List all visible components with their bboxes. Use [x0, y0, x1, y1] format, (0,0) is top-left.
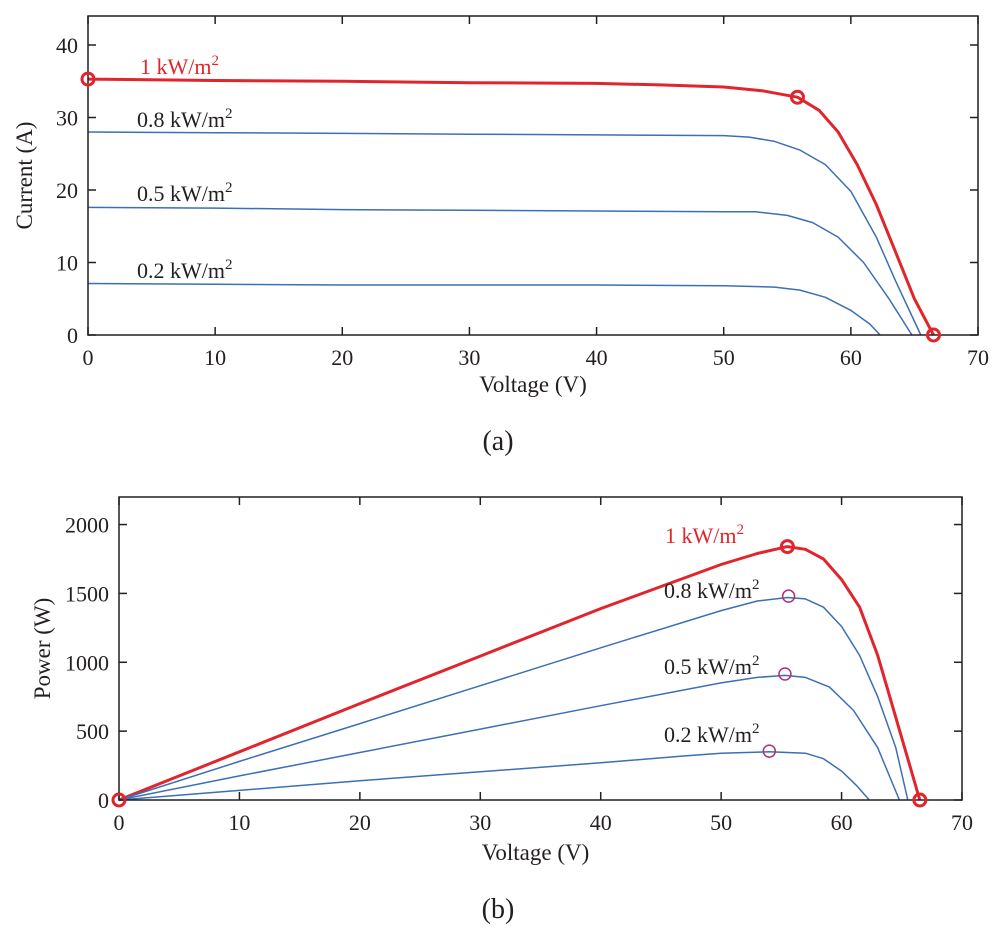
- x-tick-label: 30: [469, 810, 491, 835]
- curve-label-superscript: 2: [752, 653, 760, 669]
- x-tick-label: 20: [331, 345, 353, 370]
- series-line-0-2-kw-m2: [118, 751, 870, 801]
- curve-label: 1 kW/m2: [140, 53, 219, 79]
- panel-b-markers: [111, 539, 928, 808]
- curve-label-text: 0.8 kW/m: [137, 107, 225, 132]
- series-line-1-kw-m2: [118, 545, 922, 802]
- curve-label-text: 0.8 kW/m: [664, 578, 752, 603]
- panel-a-markers: [80, 71, 941, 343]
- panel-b-y-axis-label: Power (W): [30, 598, 55, 700]
- curve-label-text: 1 kW/m: [665, 523, 737, 548]
- curve-label-text: 0.5 kW/m: [664, 654, 752, 679]
- curve-label-superscript: 2: [225, 180, 233, 196]
- curve-label: 0.2 kW/m2: [664, 721, 760, 747]
- x-tick-label: 30: [458, 345, 480, 370]
- series-line-0-8-kw-m2: [87, 131, 922, 336]
- key-point-marker: [779, 539, 795, 555]
- curve-label: 0.8 kW/m2: [137, 106, 233, 132]
- panel-a-caption: (a): [482, 426, 513, 457]
- x-tick-label: 40: [590, 810, 612, 835]
- key-point-marker: [80, 71, 96, 87]
- series-line-0-5-kw-m2: [118, 674, 901, 801]
- curve-label: 0.8 kW/m2: [664, 577, 760, 603]
- mpp-marker: [781, 589, 796, 603]
- curve-label: 1 kW/m2: [665, 522, 744, 548]
- y-tick-label: 0: [67, 323, 78, 348]
- curve-label: 0.2 kW/m2: [137, 257, 233, 283]
- x-tick-label: 60: [831, 810, 853, 835]
- x-tick-label: 70: [967, 345, 989, 370]
- curve-label-text: 0.5 kW/m: [137, 181, 225, 206]
- series-line-0-8-kw-m2: [118, 596, 909, 801]
- x-tick-label: 0: [83, 345, 94, 370]
- x-tick-label: 0: [114, 810, 125, 835]
- mpp-marker: [778, 667, 792, 681]
- panel-b-curve-labels: 1 kW/m20.8 kW/m20.5 kW/m20.2 kW/m2: [664, 522, 760, 747]
- x-tick-label: 50: [713, 345, 735, 370]
- y-tick-label: 40: [56, 33, 78, 58]
- panel-a-ticks: 0 10 20 30 40 50 60 70 0 10 20 30 40: [56, 16, 989, 370]
- curve-label-superscript: 2: [212, 53, 220, 69]
- panel-b-x-axis-label: Voltage (V): [482, 840, 590, 865]
- panel-a-x-axis-label: Voltage (V): [479, 372, 587, 397]
- curve-label: 0.5 kW/m2: [664, 653, 760, 679]
- curve-label: 0.5 kW/m2: [137, 180, 233, 206]
- series-line-1-kw-m2: [87, 77, 935, 336]
- series-line-0-5-kw-m2: [87, 206, 913, 336]
- x-tick-label: 20: [349, 810, 371, 835]
- x-tick-label: 70: [951, 810, 973, 835]
- curve-label-text: 0.2 kW/m: [664, 722, 752, 747]
- key-point-marker: [912, 792, 928, 808]
- x-tick-label: 60: [840, 345, 862, 370]
- x-tick-label: 10: [204, 345, 226, 370]
- panel-a-curves: [87, 77, 935, 336]
- x-tick-label: 50: [710, 810, 732, 835]
- series-line-0-2-kw-m2: [87, 282, 881, 336]
- y-tick-label: 1500: [65, 581, 109, 606]
- curve-label-text: 0.2 kW/m: [137, 258, 225, 283]
- y-tick-label: 20: [56, 178, 78, 203]
- y-tick-label: 2000: [65, 513, 109, 538]
- curve-label-text: 1 kW/m: [140, 54, 212, 79]
- y-tick-label: 30: [56, 106, 78, 131]
- mpp-marker: [762, 744, 777, 758]
- y-tick-label: 500: [76, 719, 109, 744]
- curve-label-superscript: 2: [752, 721, 760, 737]
- panel-a-plot-frame: [87, 15, 979, 336]
- panel-b-ticks: 0 10 20 30 40 50 60 70 0 500 1000 1500 2000: [65, 497, 973, 835]
- y-tick-label: 0: [98, 788, 109, 813]
- key-point-marker: [789, 89, 805, 105]
- panel-a-curve-labels: 1 kW/m20.8 kW/m20.5 kW/m20.2 kW/m2: [137, 53, 233, 283]
- key-point-marker: [926, 327, 941, 343]
- curve-label-superscript: 2: [752, 577, 760, 593]
- curve-label-superscript: 2: [737, 522, 745, 538]
- y-tick-label: 10: [56, 251, 78, 276]
- curve-label-superscript: 2: [225, 106, 233, 122]
- panel-b-curves: [118, 545, 922, 802]
- panel-b-caption: (b): [482, 894, 515, 925]
- panel-b-plot-frame: [118, 496, 963, 801]
- x-tick-label: 40: [586, 345, 608, 370]
- panel-a-y-axis-label: Current (A): [12, 122, 37, 230]
- x-tick-label: 10: [228, 810, 250, 835]
- key-point-marker: [111, 792, 127, 808]
- curve-label-superscript: 2: [225, 257, 233, 273]
- y-tick-label: 1000: [65, 650, 109, 675]
